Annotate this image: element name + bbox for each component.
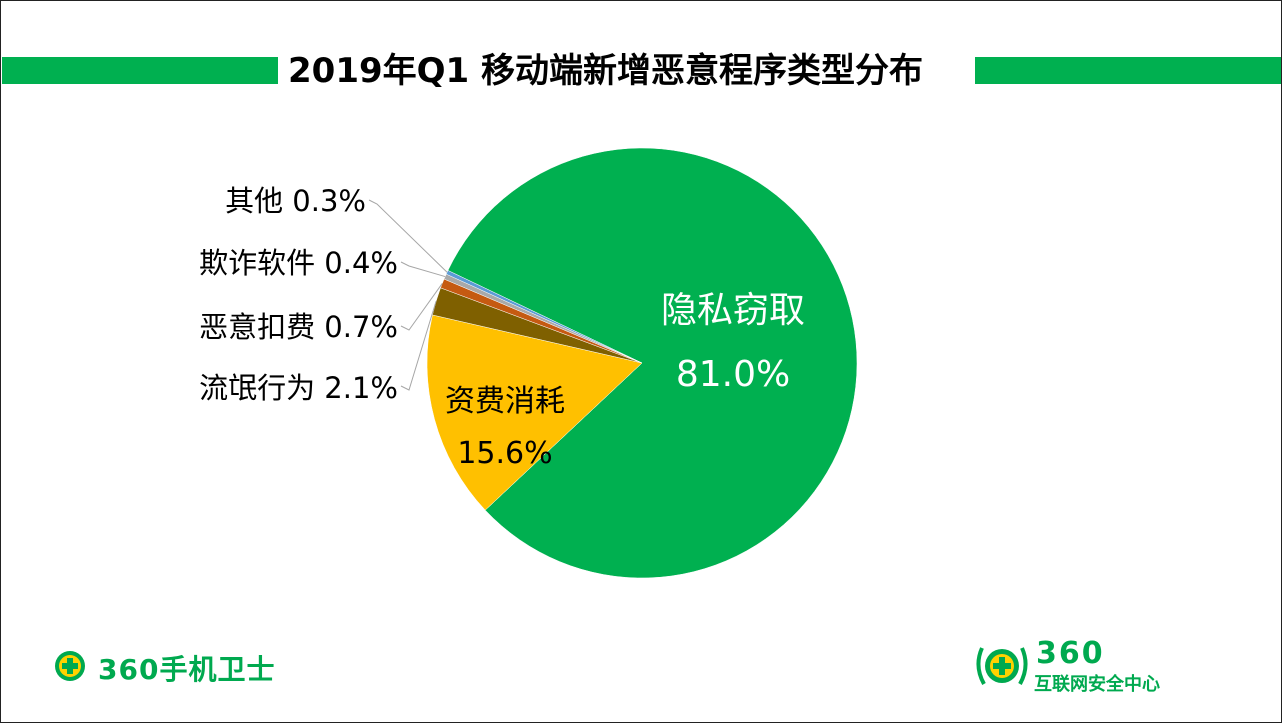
title-band-left: [2, 57, 278, 84]
slice-label: 流氓行为 2.1%: [199, 371, 398, 405]
slice-label-name: 隐私窃取: [661, 290, 805, 331]
slice-label-value: 15.6%: [457, 436, 552, 471]
slice-label-name: 资费消耗: [445, 384, 565, 419]
logo-left-text: 360手机卫士: [98, 653, 276, 686]
slice-label: 其他 0.3%: [225, 184, 366, 218]
leader-line: [400, 283, 443, 331]
leader-line: [400, 261, 446, 278]
leader-line: [368, 199, 448, 273]
pie-slice: [447, 147, 858, 579]
logo-right-number: 360: [1036, 636, 1105, 671]
slice-label: 欺诈软件 0.4%: [199, 246, 398, 280]
pie-slice: [445, 270, 643, 364]
slice-label-value: 81.0%: [676, 354, 790, 395]
chart-title: 2019年Q1 移动端新增恶意程序类型分布: [288, 51, 924, 91]
slice-label: 恶意扣费 0.7%: [199, 310, 398, 344]
title-band-right: [975, 57, 1281, 84]
pie-slice: [426, 314, 643, 511]
leader-line: [400, 301, 437, 391]
laurel-plus-icon: [976, 647, 1028, 685]
logo-right-subtitle: 互联网安全中心: [1034, 674, 1160, 695]
shield-plus-icon: [55, 651, 85, 681]
